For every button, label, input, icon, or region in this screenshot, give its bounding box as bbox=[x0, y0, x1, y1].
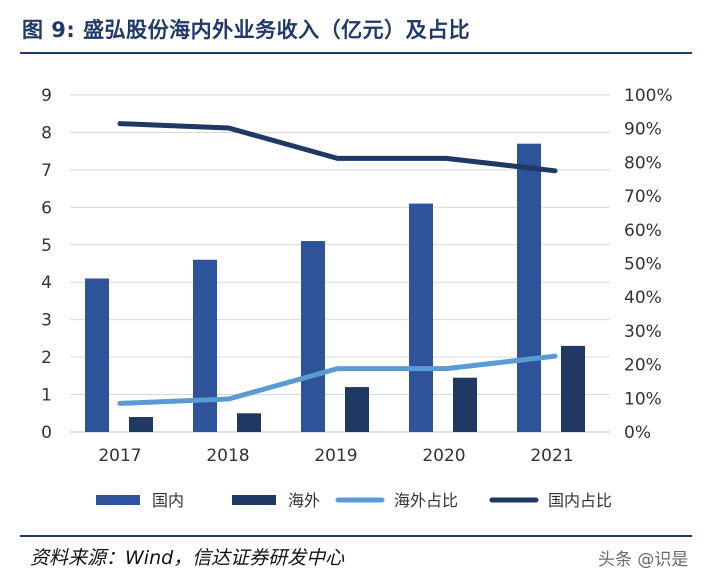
bar-overseas bbox=[453, 377, 477, 432]
source-note: 资料来源：Wind，信达证券研发中心 bbox=[30, 547, 345, 569]
right-tick-label: 50% bbox=[624, 255, 662, 275]
legend-swatch bbox=[96, 495, 140, 505]
footer-rule bbox=[20, 535, 692, 537]
x-tick-label: 2018 bbox=[206, 446, 249, 466]
x-tick-label: 2021 bbox=[530, 446, 573, 466]
share-lines bbox=[117, 121, 558, 406]
left-tick-label: 1 bbox=[41, 386, 52, 406]
title-rule bbox=[20, 52, 692, 54]
left-tick-label: 6 bbox=[41, 198, 52, 218]
left-tick-label: 7 bbox=[41, 161, 52, 181]
bars bbox=[85, 143, 585, 432]
right-tick-label: 20% bbox=[624, 356, 662, 376]
left-tick-label: 2 bbox=[41, 348, 52, 368]
left-axis-ticks: 0 1 2 3 4 5 6 7 8 9 bbox=[41, 86, 52, 443]
bar-overseas bbox=[237, 413, 261, 432]
line-overseas-share bbox=[117, 353, 558, 406]
x-tick-label: 2020 bbox=[422, 446, 465, 466]
figure-title: 图 9: 盛弘股份海内外业务收入（亿元）及占比 bbox=[22, 18, 471, 42]
watermark: 头条 @识是 bbox=[598, 550, 689, 570]
x-axis-labels: 2017 2018 2019 2020 2021 bbox=[98, 446, 573, 466]
left-tick-label: 0 bbox=[41, 423, 52, 443]
right-tick-label: 70% bbox=[624, 187, 662, 207]
right-tick-label: 0% bbox=[624, 423, 651, 443]
right-tick-label: 60% bbox=[624, 221, 662, 241]
x-tick-label: 2017 bbox=[98, 446, 141, 466]
bar-overseas bbox=[345, 387, 369, 432]
right-tick-label: 40% bbox=[624, 288, 662, 308]
legend-label: 国内 bbox=[152, 491, 184, 510]
left-tick-label: 4 bbox=[41, 273, 52, 293]
legend: 国内 海外 海外占比 国内占比 bbox=[96, 491, 612, 510]
right-axis-ticks: 0% 10% 20% 30% 40% 50% 60% 70% 80% 90% 100% bbox=[624, 86, 673, 443]
bar-domestic bbox=[409, 203, 433, 432]
x-tick-label: 2019 bbox=[314, 446, 357, 466]
legend-label: 国内占比 bbox=[548, 491, 612, 510]
left-tick-label: 8 bbox=[41, 123, 52, 143]
bar-domestic bbox=[193, 259, 217, 432]
legend-label: 海外占比 bbox=[394, 491, 458, 510]
left-tick-label: 5 bbox=[41, 236, 52, 256]
legend-label: 海外 bbox=[288, 491, 320, 510]
left-tick-label: 9 bbox=[41, 86, 52, 106]
right-tick-label: 80% bbox=[624, 153, 662, 173]
bar-domestic bbox=[301, 241, 325, 432]
right-tick-label: 30% bbox=[624, 322, 662, 342]
line-domestic-share bbox=[117, 121, 558, 174]
bar-overseas bbox=[561, 345, 585, 432]
left-tick-label: 3 bbox=[41, 311, 52, 331]
right-tick-label: 100% bbox=[624, 86, 673, 106]
legend-swatch bbox=[232, 495, 276, 505]
right-tick-label: 10% bbox=[624, 389, 662, 409]
bar-overseas bbox=[129, 417, 153, 432]
right-tick-label: 90% bbox=[624, 120, 662, 140]
bar-domestic bbox=[85, 278, 109, 432]
bar-domestic bbox=[517, 143, 541, 432]
